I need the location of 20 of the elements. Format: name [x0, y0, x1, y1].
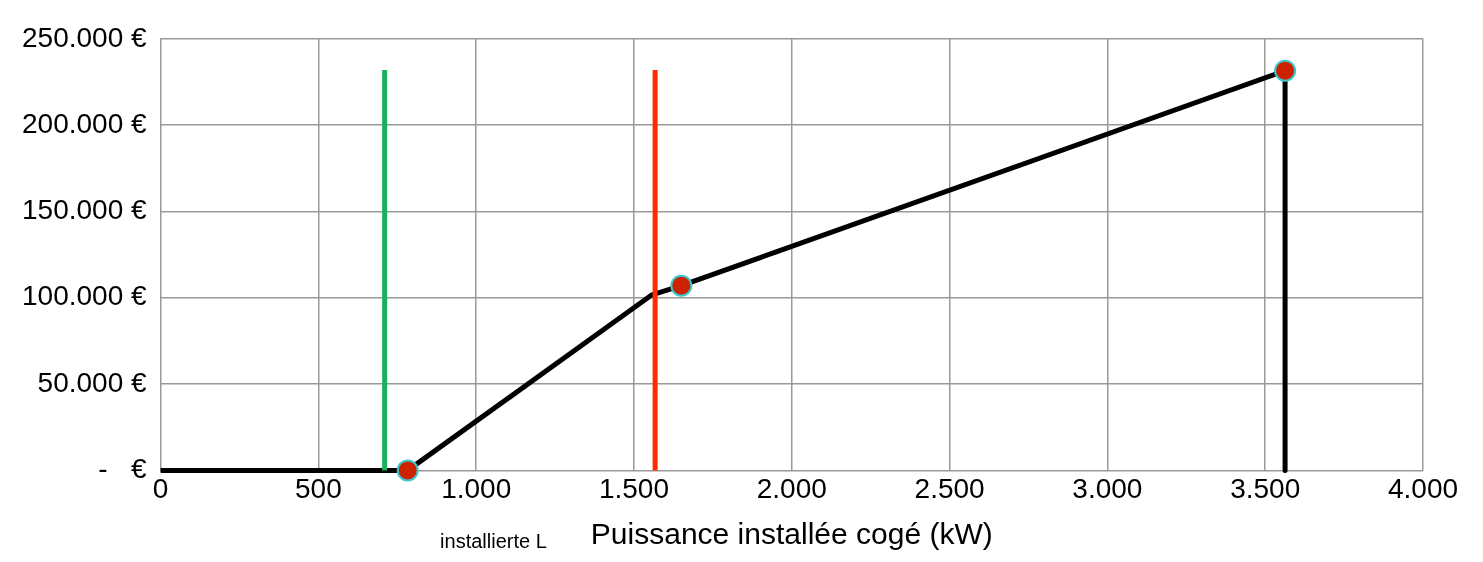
point: [670, 274, 693, 297]
text: installierte L: [440, 529, 547, 552]
x-tick-label: 1.000: [441, 472, 512, 504]
y-tick-label: 50.000 €: [37, 366, 147, 398]
point: [396, 459, 419, 482]
x-tick-label: 0: [152, 472, 169, 504]
y-tick-label: - €: [98, 453, 147, 485]
x-tick-label: 2.500: [914, 472, 985, 504]
x-tick-label: 2.000: [756, 472, 827, 504]
y-tick-label: 200.000 €: [21, 107, 147, 139]
y-tick-label: 250.000 €: [21, 21, 147, 53]
y-tick-label: 100.000 €: [21, 280, 147, 312]
x-tick-label: 3.000: [1072, 472, 1143, 504]
x-axis-title: Puissance installée cogé (kW): [590, 517, 993, 551]
x-tick-label: 3.500: [1230, 472, 1301, 504]
x-tick-label: 500: [295, 472, 342, 504]
y-tick-label: 150.000 €: [21, 194, 147, 226]
x-tick-label: 4.000: [1387, 472, 1459, 504]
point: [1274, 59, 1297, 82]
x-tick-label: 1.500: [598, 472, 670, 504]
